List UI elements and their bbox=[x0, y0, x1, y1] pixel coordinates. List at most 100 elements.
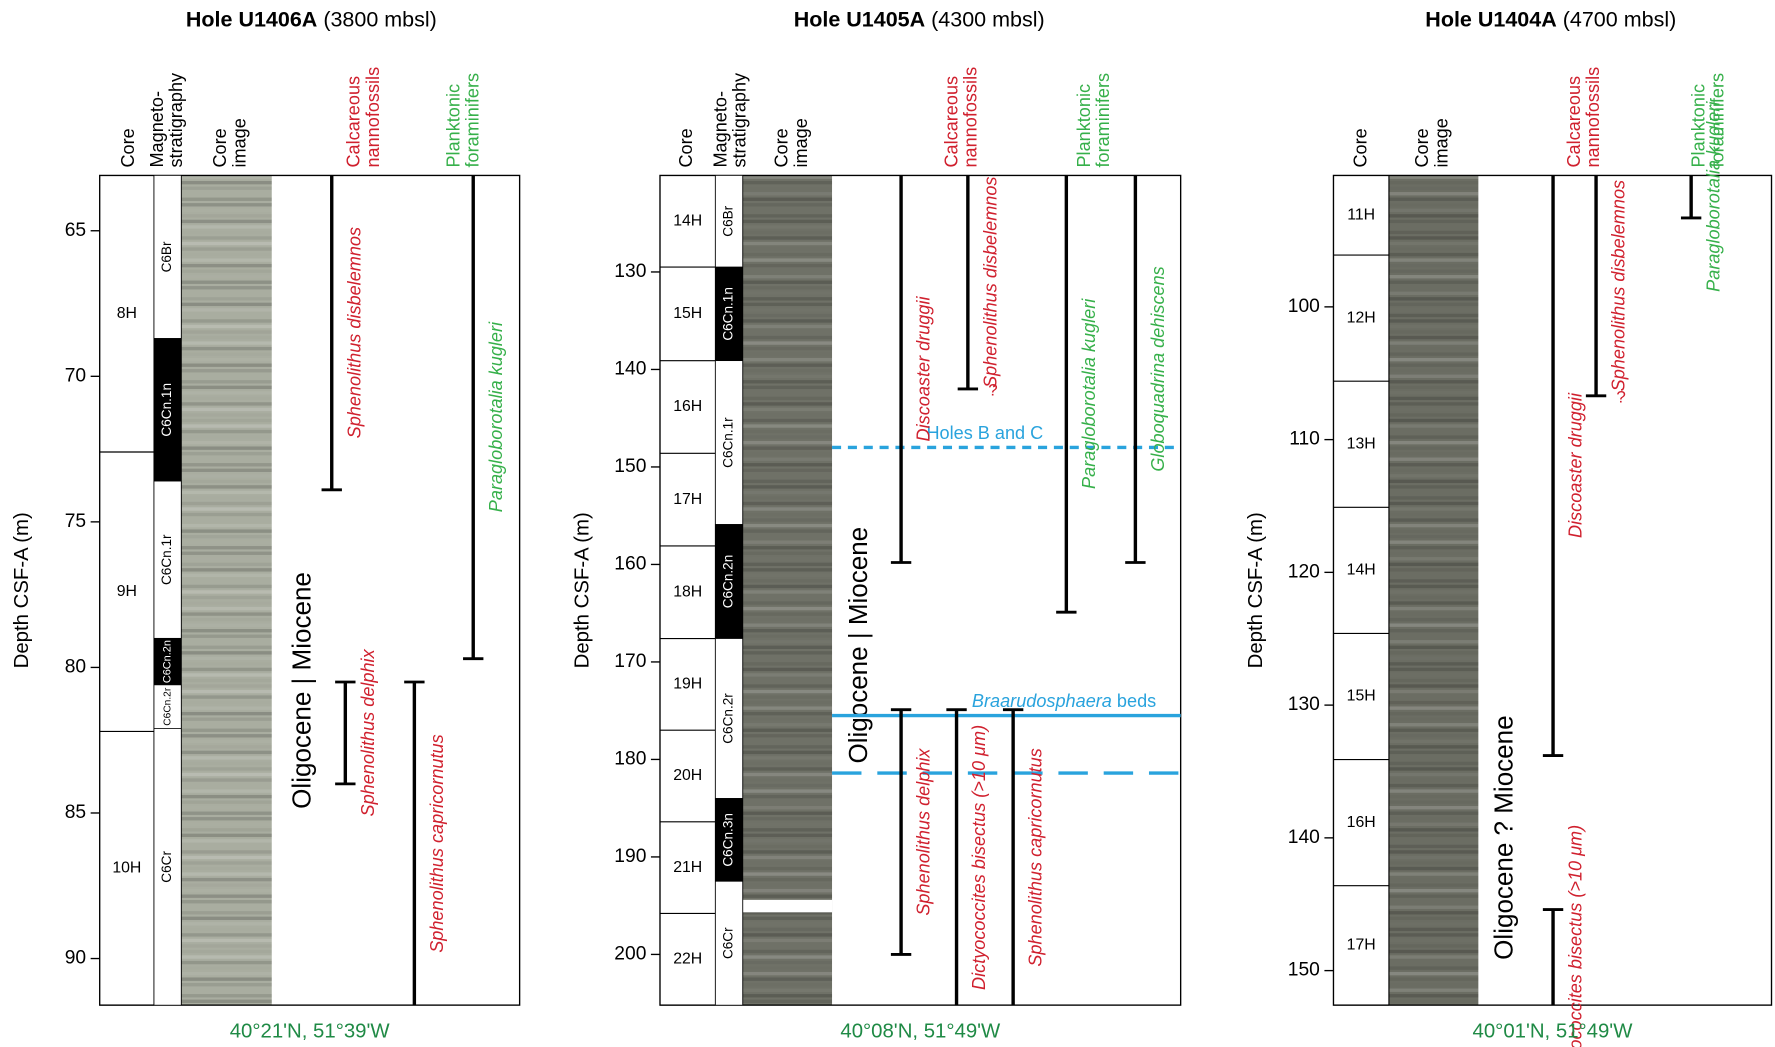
image-texture bbox=[1388, 966, 1479, 970]
image-texture bbox=[181, 750, 272, 755]
image-texture bbox=[1388, 822, 1479, 826]
image-texture bbox=[1388, 413, 1479, 417]
y-tick-label: 70 bbox=[65, 365, 86, 386]
image-texture bbox=[1388, 258, 1479, 262]
image-texture bbox=[1388, 474, 1479, 478]
y-tick-label: 80 bbox=[65, 657, 86, 678]
image-texture bbox=[743, 983, 832, 986]
image-texture bbox=[181, 512, 272, 517]
image-texture bbox=[1388, 927, 1479, 932]
image-texture bbox=[1388, 684, 1479, 688]
y-tick-label: 130 bbox=[1288, 694, 1320, 715]
image-texture bbox=[181, 397, 272, 400]
image-texture bbox=[181, 357, 272, 362]
image-texture bbox=[1388, 380, 1479, 384]
image-texture bbox=[743, 740, 832, 743]
image-texture bbox=[742, 485, 833, 489]
image-texture bbox=[181, 275, 272, 278]
image-texture bbox=[743, 778, 832, 781]
image-texture bbox=[181, 523, 272, 528]
chron bbox=[715, 175, 743, 268]
image-texture bbox=[742, 468, 833, 472]
image-texture bbox=[1388, 562, 1479, 567]
column-header: stratigraphy bbox=[730, 72, 750, 168]
image-texture bbox=[181, 684, 272, 687]
image-texture bbox=[743, 247, 832, 250]
core-image bbox=[742, 175, 833, 1006]
image-texture bbox=[181, 872, 272, 876]
image-texture bbox=[1388, 850, 1479, 854]
image-texture bbox=[181, 219, 272, 224]
image-texture bbox=[1388, 844, 1479, 849]
image-texture bbox=[743, 823, 832, 826]
image-texture bbox=[181, 197, 272, 201]
image-texture bbox=[181, 263, 272, 268]
image-texture bbox=[1389, 187, 1478, 190]
image-texture bbox=[742, 684, 833, 688]
image-texture bbox=[742, 994, 833, 998]
image-texture bbox=[743, 966, 832, 969]
image-texture bbox=[1389, 983, 1478, 986]
image-texture bbox=[181, 928, 272, 931]
image-texture bbox=[181, 800, 272, 804]
image-texture bbox=[742, 551, 833, 555]
image-texture bbox=[1388, 352, 1479, 356]
image-texture bbox=[1388, 435, 1479, 439]
image-texture bbox=[181, 612, 272, 616]
taxon-label: Paragloborotalia kugleri bbox=[1704, 101, 1724, 292]
image-texture bbox=[181, 606, 272, 611]
image-texture bbox=[1388, 252, 1479, 257]
image-texture bbox=[742, 916, 833, 921]
image-texture bbox=[181, 579, 272, 582]
image-texture bbox=[743, 452, 832, 455]
image-texture bbox=[1388, 955, 1479, 959]
image-texture bbox=[1389, 861, 1478, 864]
image-texture bbox=[742, 938, 833, 943]
taxon-label: Dictyococcites bisectus (>10 μm) bbox=[969, 725, 989, 990]
image-texture bbox=[742, 850, 833, 854]
image-texture bbox=[742, 540, 833, 544]
image-texture bbox=[1388, 678, 1479, 683]
image-texture bbox=[181, 501, 272, 506]
image-texture bbox=[742, 490, 833, 495]
column-header: Magneto- bbox=[147, 91, 167, 168]
image-texture bbox=[181, 623, 272, 627]
column-header: foraminifers bbox=[1708, 73, 1728, 168]
image-texture bbox=[181, 889, 272, 892]
image-texture bbox=[181, 324, 272, 329]
image-texture bbox=[1388, 546, 1479, 550]
image-texture bbox=[742, 402, 833, 406]
chron-label: C6Cr bbox=[159, 851, 174, 883]
image-texture bbox=[1388, 496, 1479, 500]
image-texture bbox=[1388, 280, 1479, 284]
chron-label: C6Cn.2n bbox=[161, 640, 173, 683]
column-header: foraminifers bbox=[1093, 73, 1113, 168]
image-texture bbox=[1388, 767, 1479, 771]
image-texture bbox=[1388, 236, 1479, 240]
image-texture bbox=[1389, 264, 1478, 267]
image-texture bbox=[1388, 916, 1479, 921]
image-texture bbox=[181, 601, 272, 604]
image-texture bbox=[743, 187, 832, 190]
image-texture bbox=[181, 440, 272, 445]
column-header: stratigraphy bbox=[166, 72, 186, 168]
image-texture bbox=[742, 396, 833, 401]
image-texture bbox=[742, 175, 833, 179]
image-texture bbox=[181, 767, 272, 771]
image-texture bbox=[742, 562, 833, 567]
image-texture bbox=[1388, 811, 1479, 815]
core-label: 19H bbox=[673, 676, 702, 693]
image-texture bbox=[181, 933, 272, 937]
core-label: 21H bbox=[673, 859, 702, 876]
image-texture bbox=[181, 534, 272, 539]
column-header: Calcareous bbox=[941, 76, 961, 168]
image-texture bbox=[1388, 772, 1479, 777]
image-texture bbox=[742, 568, 833, 572]
image-texture bbox=[181, 302, 272, 307]
column-header: Core bbox=[676, 128, 696, 167]
image-texture bbox=[181, 740, 272, 743]
image-texture bbox=[181, 916, 272, 921]
image-texture bbox=[1389, 800, 1478, 803]
image-texture bbox=[1388, 651, 1479, 655]
image-texture bbox=[1388, 485, 1479, 489]
